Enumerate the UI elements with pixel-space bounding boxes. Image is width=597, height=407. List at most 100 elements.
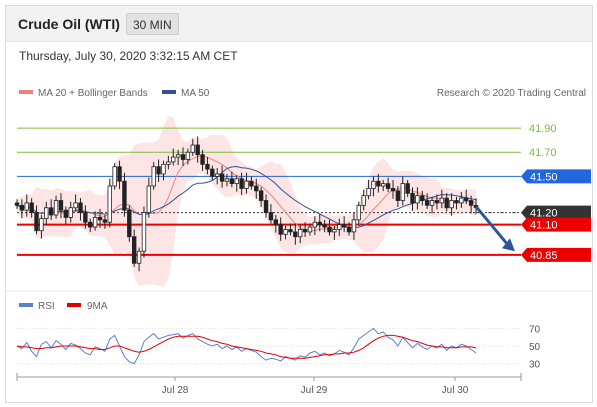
candle-body: [317, 221, 322, 226]
candle-body: [102, 219, 108, 223]
candle-body: [385, 183, 391, 189]
level-label: 41.70: [529, 147, 557, 159]
candle-body: [322, 224, 327, 228]
candle-body: [83, 212, 88, 223]
bollinger-legend-swatch: [19, 90, 33, 94]
candle-body: [244, 180, 249, 189]
candle-body: [337, 224, 342, 230]
rsi-tick-label: 70: [529, 324, 541, 335]
candle-body: [44, 207, 49, 220]
candle-body: [405, 183, 410, 194]
level-tag-box: [521, 217, 591, 232]
ma50-line: [16, 165, 477, 229]
candle-body: [107, 185, 112, 223]
level-tag-label: 41.10: [530, 220, 558, 232]
candle-body: [273, 219, 278, 226]
candle-body: [410, 192, 415, 204]
x-tick-label: Jul 30: [442, 385, 469, 396]
candle-body: [293, 231, 298, 238]
credit-text: Research © 2020 Trading Central: [437, 88, 586, 99]
candle-body: [249, 180, 254, 187]
candle-body: [312, 221, 318, 228]
candle-body: [141, 212, 147, 252]
candle-body: [229, 178, 235, 185]
rsi-tick-label: 30: [529, 360, 541, 371]
candle-body: [258, 190, 264, 201]
candle-body: [195, 144, 200, 156]
candle-body: [34, 212, 39, 232]
candle-body: [73, 202, 78, 209]
candle-body: [381, 183, 386, 187]
ma50-legend-label: MA 50: [181, 88, 210, 99]
candle-body: [434, 200, 440, 204]
candle-body: [78, 202, 83, 213]
candle-body: [205, 163, 210, 170]
candle-body: [239, 178, 244, 189]
candle-body: [156, 166, 161, 175]
candle-body: [58, 200, 64, 211]
candle-body: [151, 166, 156, 187]
rsi-legend-label: RSI: [38, 301, 55, 312]
rsi-tick-label: 50: [529, 342, 541, 353]
candle-body: [424, 200, 430, 206]
candle-body: [420, 195, 425, 201]
candle-body: [180, 154, 186, 160]
candle-body: [136, 250, 142, 264]
candle-body: [415, 195, 420, 204]
candle-body: [341, 224, 347, 228]
candle-body: [39, 218, 44, 232]
candle-body: [390, 188, 396, 192]
level-tag: 41.20: [521, 205, 591, 220]
candle-body: [366, 188, 371, 197]
candle-body: [307, 226, 313, 233]
x-tick-label: Jul 29: [301, 385, 328, 396]
level-tag-label: 40.85: [530, 250, 558, 262]
forecast-arrow-shaft: [474, 205, 511, 248]
candle-body: [122, 180, 127, 211]
candle-body: [171, 156, 176, 163]
candle-body: [459, 197, 464, 204]
candle-body: [395, 190, 401, 201]
candle-body: [263, 200, 269, 213]
x-tick-label: Jul 28: [162, 385, 189, 396]
candle-body: [283, 229, 288, 235]
candle-body: [361, 195, 366, 206]
candle-body: [444, 197, 449, 209]
timestamp: Thursday, July 30, 2020 3:32:15 AM CET: [19, 49, 238, 63]
candle-body: [298, 229, 303, 238]
candle-body: [127, 209, 132, 238]
level-tag: 41.10: [521, 217, 591, 232]
candle-body: [288, 229, 293, 233]
candle-body: [200, 154, 205, 165]
chart-header: Crude Oil (WTI) 30 MIN: [6, 6, 592, 42]
candle-body: [97, 217, 103, 221]
candle-body: [454, 200, 459, 204]
candle-body: [278, 224, 283, 235]
candle-body: [146, 185, 152, 213]
interval-badge[interactable]: 30 MIN: [126, 13, 179, 35]
candle-body: [29, 202, 34, 213]
candle-body: [14, 202, 20, 206]
candle-body: [254, 185, 259, 192]
candle-body: [117, 166, 122, 182]
candle-body: [161, 163, 166, 175]
candle-body: [131, 236, 137, 264]
ma9-legend-swatch: [67, 303, 81, 307]
forecast-arrow-head: [502, 238, 515, 252]
level-tag-box: [521, 205, 591, 220]
candle-body: [19, 204, 25, 211]
candle-body: [351, 219, 357, 233]
x-axis-labels: Jul 28 Jul 29 Jul 30: [162, 377, 469, 396]
candle-body: [190, 144, 195, 153]
candle-body: [53, 200, 59, 216]
level-label: 41.90: [529, 123, 557, 135]
level-tag: 41.50: [521, 169, 591, 184]
instrument-title: Crude Oil (WTI): [18, 16, 120, 32]
candle-body: [346, 226, 352, 233]
rsi-plot-area: 70 50 30: [16, 324, 541, 371]
candle-body: [166, 161, 171, 165]
level-tag-box: [521, 247, 591, 262]
candle-body: [439, 197, 445, 204]
candle-body: [175, 154, 181, 158]
candle-body: [464, 197, 469, 201]
